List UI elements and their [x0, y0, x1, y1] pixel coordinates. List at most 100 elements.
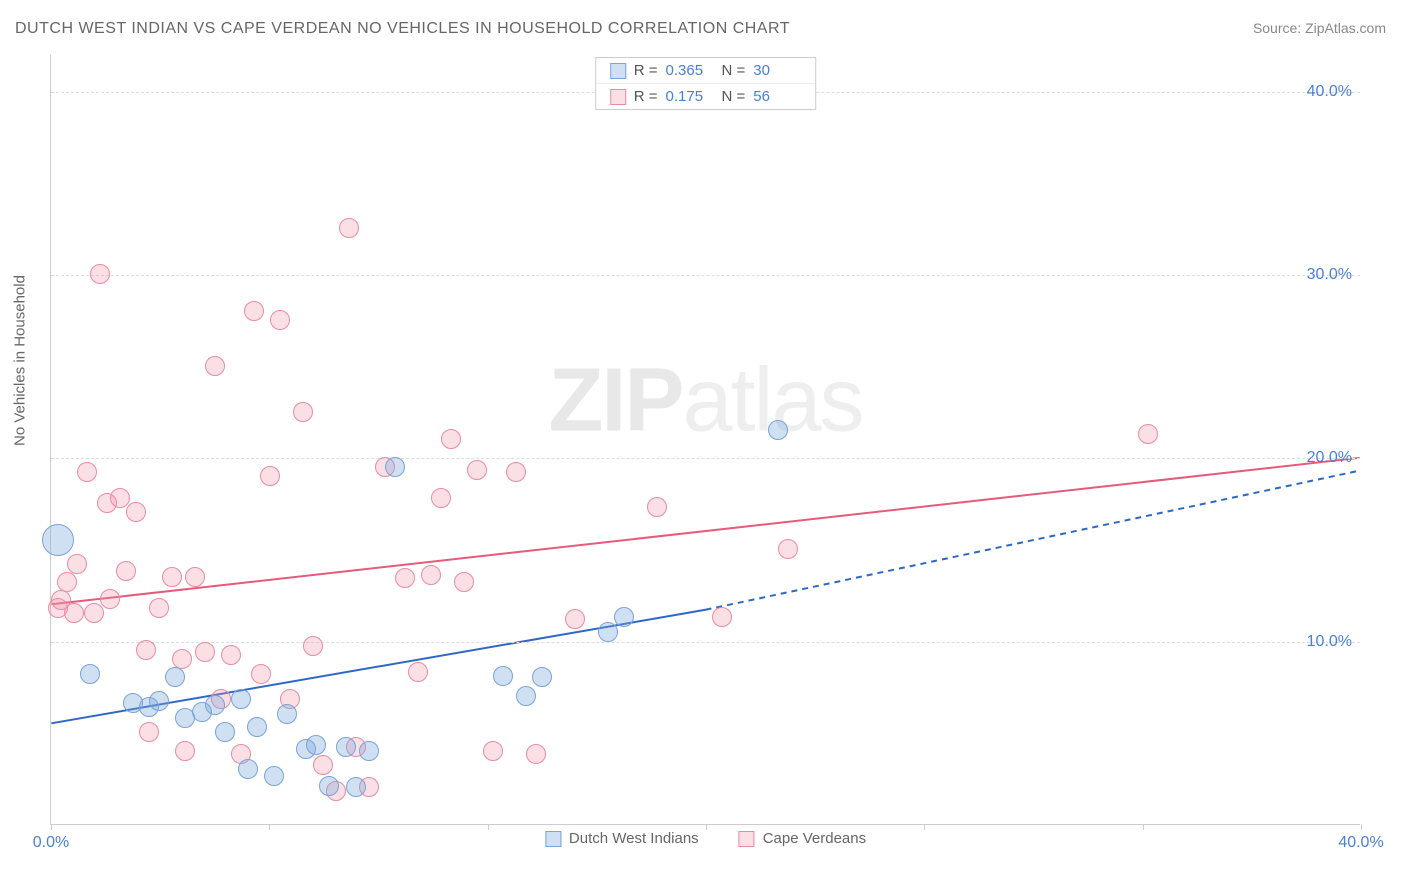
data-point-blue: [346, 777, 366, 797]
series-label-pink: Cape Verdeans: [763, 830, 866, 847]
data-point-pink: [244, 301, 264, 321]
data-point-pink: [64, 603, 84, 623]
data-point-blue: [264, 766, 284, 786]
data-point-blue: [205, 695, 225, 715]
data-point-pink: [339, 218, 359, 238]
x-tick: [924, 824, 925, 830]
data-point-pink: [195, 642, 215, 662]
data-point-blue: [80, 664, 100, 684]
data-point-blue: [359, 741, 379, 761]
chart-title: DUTCH WEST INDIAN VS CAPE VERDEAN NO VEH…: [15, 20, 790, 38]
data-point-pink: [77, 462, 97, 482]
data-point-blue: [516, 686, 536, 706]
n-value-pink: 56: [753, 88, 801, 105]
data-point-blue: [238, 759, 258, 779]
n-value-blue: 30: [753, 62, 801, 79]
data-point-blue: [493, 666, 513, 686]
data-point-blue: [768, 420, 788, 440]
data-point-blue: [598, 622, 618, 642]
x-tick: [1143, 824, 1144, 830]
legend-row-blue: R = 0.365 N = 30: [596, 58, 816, 83]
data-point-pink: [778, 539, 798, 559]
data-point-pink: [185, 567, 205, 587]
data-point-pink: [260, 466, 280, 486]
data-point-pink: [251, 664, 271, 684]
y-tick-label: 20.0%: [1307, 449, 1352, 467]
plot-area: ZIPatlas R = 0.365 N = 30 R = 0.175 N = …: [50, 55, 1360, 825]
x-tick-label-max: 40.0%: [1338, 834, 1383, 852]
data-point-pink: [647, 497, 667, 517]
data-point-pink: [90, 264, 110, 284]
data-point-pink: [1138, 424, 1158, 444]
y-tick-label: 30.0%: [1307, 266, 1352, 284]
n-label: N =: [722, 88, 746, 105]
y-tick-label: 40.0%: [1307, 83, 1352, 101]
data-point-pink: [408, 662, 428, 682]
data-point-blue: [277, 704, 297, 724]
data-point-blue: [532, 667, 552, 687]
x-tick: [706, 824, 707, 830]
data-point-pink: [172, 649, 192, 669]
data-point-pink: [149, 598, 169, 618]
gridline: [51, 275, 1360, 276]
data-point-pink: [116, 561, 136, 581]
data-point-pink: [139, 722, 159, 742]
data-point-pink: [467, 460, 487, 480]
data-point-blue: [614, 607, 634, 627]
r-value-pink: 0.175: [666, 88, 714, 105]
data-point-pink: [506, 462, 526, 482]
trend-lines: [51, 55, 1360, 824]
data-point-pink: [431, 488, 451, 508]
data-point-blue: [215, 722, 235, 742]
y-tick-label: 10.0%: [1307, 633, 1352, 651]
data-point-pink: [126, 502, 146, 522]
data-point-blue: [319, 776, 339, 796]
data-point-pink: [136, 640, 156, 660]
data-point-pink: [293, 402, 313, 422]
data-point-pink: [221, 645, 241, 665]
data-point-pink: [526, 744, 546, 764]
r-value-blue: 0.365: [666, 62, 714, 79]
data-point-pink: [205, 356, 225, 376]
source-label: Source: ZipAtlas.com: [1253, 20, 1386, 36]
data-point-pink: [57, 572, 77, 592]
watermark-bold: ZIP: [548, 351, 682, 451]
data-point-pink: [313, 755, 333, 775]
data-point-blue: [149, 691, 169, 711]
gridline: [51, 642, 1360, 643]
series-label-blue: Dutch West Indians: [569, 830, 699, 847]
r-label: R =: [634, 88, 658, 105]
data-point-pink: [100, 589, 120, 609]
legend-correlation: R = 0.365 N = 30 R = 0.175 N = 56: [595, 57, 817, 110]
legend-row-pink: R = 0.175 N = 56: [596, 83, 816, 109]
y-axis-label: No Vehicles in Household: [12, 275, 29, 446]
x-tick: [269, 824, 270, 830]
x-tick-label-min: 0.0%: [33, 834, 69, 852]
data-point-pink: [175, 741, 195, 761]
data-point-blue: [42, 524, 74, 556]
legend-item-blue: Dutch West Indians: [545, 830, 699, 847]
data-point-pink: [67, 554, 87, 574]
data-point-pink: [270, 310, 290, 330]
data-point-pink: [421, 565, 441, 585]
data-point-blue: [247, 717, 267, 737]
gridline: [51, 458, 1360, 459]
data-point-pink: [84, 603, 104, 623]
r-label: R =: [634, 62, 658, 79]
data-point-pink: [712, 607, 732, 627]
legend-series: Dutch West Indians Cape Verdeans: [545, 830, 866, 847]
data-point-blue: [336, 737, 356, 757]
swatch-blue: [610, 63, 626, 79]
swatch-pink: [739, 831, 755, 847]
x-tick: [1361, 824, 1362, 830]
data-point-pink: [162, 567, 182, 587]
data-point-pink: [395, 568, 415, 588]
data-point-pink: [441, 429, 461, 449]
legend-item-pink: Cape Verdeans: [739, 830, 866, 847]
x-tick: [488, 824, 489, 830]
swatch-blue: [545, 831, 561, 847]
data-point-pink: [303, 636, 323, 656]
swatch-pink: [610, 89, 626, 105]
watermark: ZIPatlas: [548, 350, 862, 453]
data-point-pink: [483, 741, 503, 761]
